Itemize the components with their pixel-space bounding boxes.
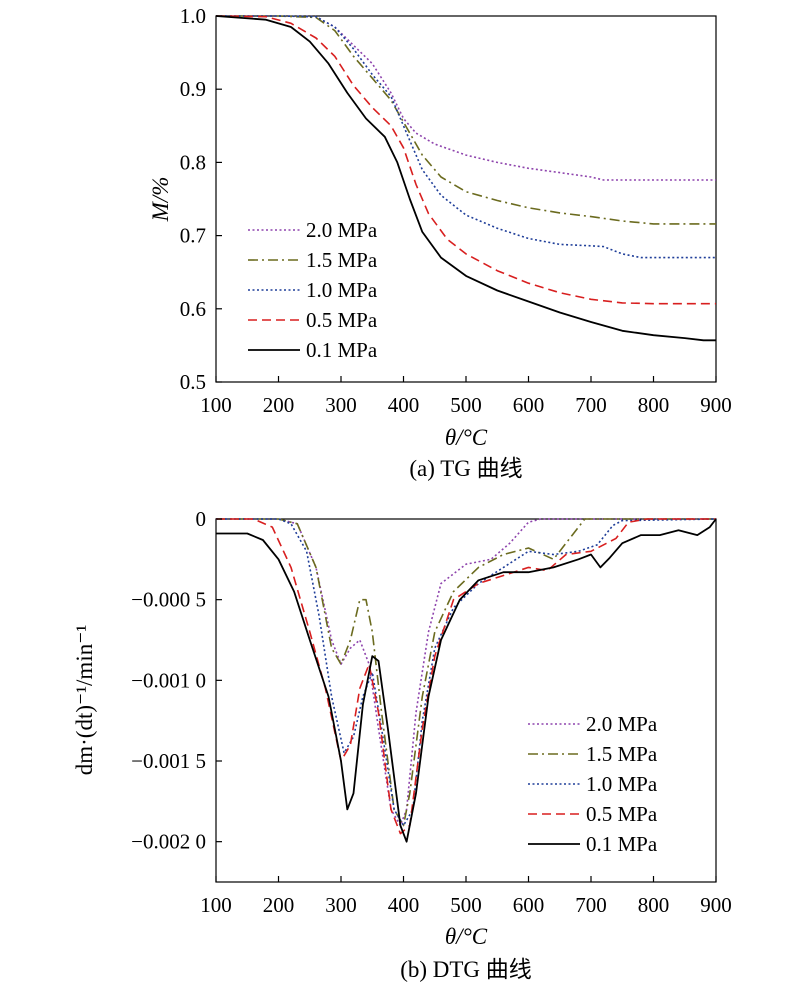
dtg-x-tick-label: 800 [638,893,670,917]
dtg-x-tick-label: 300 [325,893,357,917]
tg-x-tick-label: 800 [638,393,670,417]
dtg-x-tick-label: 700 [575,893,607,917]
dtg-y-tick-label: −0.001 5 [131,749,206,773]
dtg-legend-label: 1.0 MPa [586,772,658,796]
tg-x-tick-label: 500 [450,393,482,417]
dtg-x-tick-label: 600 [513,893,545,917]
dtg-x-tick-label: 100 [200,893,232,917]
tg-series-line-01 [215,15,716,342]
tg-x-tick-label: 200 [263,393,295,417]
dtg-y-tick-label: −0.002 0 [131,830,206,854]
tg-series-line-15 [216,15,716,225]
dtg-legend-label: 2.0 MPa [586,712,658,736]
tg-plot-frame [215,15,717,383]
dtg-y-axis-label: dm·(dt)⁻¹/min⁻¹ [72,625,97,776]
dtg-series-line-01 [216,518,717,843]
dtg-legend-label: 0.5 MPa [586,802,658,826]
tg-x-tick-label: 900 [700,393,732,417]
tg-legend-label: 0.1 MPa [306,338,378,362]
tg-y-tick-label: 0.6 [180,297,206,321]
dtg-legend-label: 0.1 MPa [586,832,658,856]
tg-x-tick-label: 700 [575,393,607,417]
tg-legend-label: 0.5 MPa [306,308,378,332]
dtg-x-tick-label: 900 [700,893,732,917]
tg-y-tick-label: 0.9 [180,77,206,101]
dtg-y-tick-label: 0 [196,507,207,531]
tg-legend-label: 1.5 MPa [306,248,378,272]
tg-y-tick-label: 0.5 [180,370,206,394]
dtg-y-tick-label: −0.001 0 [131,668,206,692]
dtg-x-axis-label: θ/°C [445,924,488,949]
dtg-series-line-10 [216,518,717,827]
tg-x-tick-label: 600 [513,393,545,417]
dtg-legend-label: 1.5 MPa [586,742,658,766]
dtg-x-tick-label: 200 [263,893,295,917]
tg-series-line-05 [215,15,716,305]
dtg-chart: 100 200 300 400 500 600 700 800 900 0 −0.000 5 −0.0… [72,507,732,982]
dtg-caption: (b) DTG 曲线 [400,957,532,982]
tg-y-tick-label: 1.0 [180,4,206,28]
dtg-y-tick-label: −0.000 5 [131,588,206,612]
tg-series-line-10 [216,15,716,259]
dtg-series-line-20 [216,518,716,827]
tg-legend-label: 1.0 MPa [306,278,378,302]
tg-x-tick-label: 400 [388,393,420,417]
tg-series-line-20 [216,15,716,181]
tg-x-axis-label: θ/°C [445,425,488,450]
tg-caption: (a) TG 曲线 [409,456,522,481]
tg-chart: 100 200 300 400 500 600 700 800 900 0.5 0.6 0.7 0.8 0… [148,4,732,481]
tg-legend-label: 2.0 MPa [306,218,378,242]
tg-x-tick-label: 300 [325,393,357,417]
tg-y-tick-label: 0.8 [180,150,206,174]
tg-y-tick-label: 0.7 [180,224,206,248]
tg-x-tick-label: 100 [200,393,232,417]
dtg-legend: 2.0 MPa 1.5 MPa 1.0 MPa 0.5 MPa 0.1 MPa [528,712,658,856]
tg-y-axis-label: M/% [148,177,173,223]
tg-legend: 2.0 MPa 1.5 MPa 1.0 MPa 0.5 MPa 0.1 MPa [248,218,378,362]
dtg-x-tick-label: 400 [388,893,420,917]
dtg-x-tick-label: 500 [450,893,482,917]
dtg-plot-frame [215,518,717,883]
